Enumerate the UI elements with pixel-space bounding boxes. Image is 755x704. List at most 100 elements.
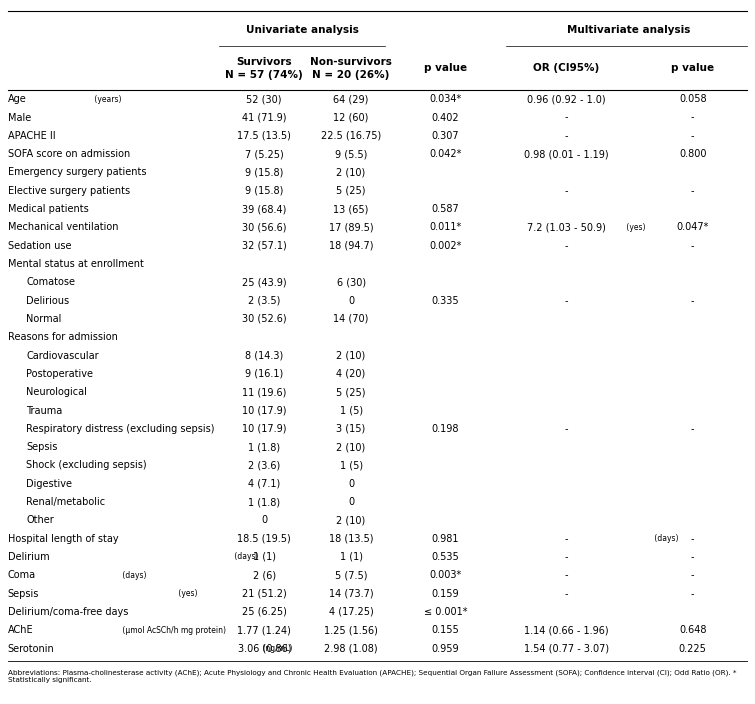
Text: 0.034*: 0.034*	[430, 94, 461, 104]
Text: 4 (17.25): 4 (17.25)	[328, 607, 374, 617]
Text: Medical patients: Medical patients	[8, 204, 88, 214]
Text: 1.54 (0.77 - 3.07): 1.54 (0.77 - 3.07)	[524, 643, 609, 653]
Text: Sepsis: Sepsis	[26, 442, 58, 452]
Text: 18 (13.5): 18 (13.5)	[329, 534, 373, 543]
Text: 0: 0	[348, 296, 354, 306]
Text: 1.14 (0.66 - 1.96): 1.14 (0.66 - 1.96)	[524, 625, 609, 635]
Text: -: -	[565, 534, 568, 543]
Text: 2 (3.6): 2 (3.6)	[248, 460, 280, 470]
Text: 14 (70): 14 (70)	[334, 314, 368, 324]
Text: 21 (51.2): 21 (51.2)	[242, 589, 287, 598]
Text: 25 (43.9): 25 (43.9)	[242, 277, 287, 287]
Text: 14 (73.7): 14 (73.7)	[328, 589, 374, 598]
Text: 10 (17.9): 10 (17.9)	[242, 424, 286, 434]
Text: SOFA score on admission: SOFA score on admission	[8, 149, 130, 159]
Text: Emergency surgery patients: Emergency surgery patients	[8, 168, 146, 177]
Text: 2 (10): 2 (10)	[337, 515, 365, 525]
Text: 7.2 (1.03 - 50.9): 7.2 (1.03 - 50.9)	[527, 222, 606, 232]
Text: 18.5 (19.5): 18.5 (19.5)	[237, 534, 291, 543]
Text: AChE: AChE	[8, 625, 33, 635]
Text: 7 (5.25): 7 (5.25)	[245, 149, 284, 159]
Text: 0.402: 0.402	[432, 113, 459, 122]
Text: Comatose: Comatose	[26, 277, 76, 287]
Text: 2 (10): 2 (10)	[337, 351, 365, 360]
Text: 0.800: 0.800	[679, 149, 707, 159]
Text: Renal/metabolic: Renal/metabolic	[26, 497, 106, 507]
Text: 5 (25): 5 (25)	[336, 387, 366, 397]
Text: 0.959: 0.959	[432, 643, 459, 653]
Text: APACHE II: APACHE II	[8, 131, 55, 141]
Text: 17.5 (13.5): 17.5 (13.5)	[237, 131, 291, 141]
Text: Coma: Coma	[8, 570, 35, 580]
Text: 1 (5): 1 (5)	[340, 460, 362, 470]
Text: Reasons for admission: Reasons for admission	[8, 332, 118, 342]
Text: 0.058: 0.058	[679, 94, 707, 104]
Text: 41 (71.9): 41 (71.9)	[242, 113, 286, 122]
Text: 1 (1): 1 (1)	[253, 552, 276, 562]
Text: -: -	[691, 552, 695, 562]
Text: 0.042*: 0.042*	[430, 149, 461, 159]
Text: 2 (10): 2 (10)	[337, 168, 365, 177]
Text: 25 (6.25): 25 (6.25)	[242, 607, 287, 617]
Text: Trauma: Trauma	[26, 406, 63, 415]
Text: 30 (56.6): 30 (56.6)	[242, 222, 286, 232]
Text: 0.335: 0.335	[432, 296, 459, 306]
Text: Male: Male	[8, 113, 31, 122]
Text: 8 (14.3): 8 (14.3)	[245, 351, 283, 360]
Text: 0.003*: 0.003*	[430, 570, 461, 580]
Text: 64 (29): 64 (29)	[334, 94, 368, 104]
Text: 9 (5.5): 9 (5.5)	[335, 149, 367, 159]
Text: 0.002*: 0.002*	[430, 241, 461, 251]
Text: 5 (7.5): 5 (7.5)	[334, 570, 368, 580]
Text: Sepsis: Sepsis	[8, 589, 39, 598]
Text: 0.981: 0.981	[432, 534, 459, 543]
Text: -: -	[691, 131, 695, 141]
Text: 32 (57.1): 32 (57.1)	[242, 241, 287, 251]
Text: Mental status at enrollment: Mental status at enrollment	[8, 259, 143, 269]
Text: (yes): (yes)	[624, 223, 646, 232]
Text: Abbreviations: Plasma-cholinesterase activity (AChE); Acute Physiology and Chron: Abbreviations: Plasma-cholinesterase act…	[8, 670, 736, 683]
Text: 1 (1): 1 (1)	[340, 552, 362, 562]
Text: 0.648: 0.648	[679, 625, 707, 635]
Text: (days): (days)	[232, 553, 258, 562]
Text: -: -	[565, 424, 568, 434]
Text: (ng/mL): (ng/mL)	[260, 644, 292, 653]
Text: 9 (15.8): 9 (15.8)	[245, 186, 283, 196]
Text: 30 (52.6): 30 (52.6)	[242, 314, 287, 324]
Text: (days): (days)	[119, 571, 146, 580]
Text: -: -	[691, 589, 695, 598]
Text: 0.225: 0.225	[679, 643, 707, 653]
Text: p value: p value	[424, 63, 467, 73]
Text: -: -	[565, 570, 568, 580]
Text: Age: Age	[8, 94, 26, 104]
Text: -: -	[691, 296, 695, 306]
Text: -: -	[565, 131, 568, 141]
Text: 2 (3.5): 2 (3.5)	[248, 296, 280, 306]
Text: 0: 0	[261, 515, 267, 525]
Text: Hospital length of stay: Hospital length of stay	[8, 534, 119, 543]
Text: -: -	[565, 552, 568, 562]
Text: 22.5 (16.75): 22.5 (16.75)	[321, 131, 381, 141]
Text: 0.535: 0.535	[432, 552, 459, 562]
Text: Digestive: Digestive	[26, 479, 72, 489]
Text: 2.98 (1.08): 2.98 (1.08)	[324, 643, 378, 653]
Text: 2 (10): 2 (10)	[337, 442, 365, 452]
Text: -: -	[565, 113, 568, 122]
Text: 1 (5): 1 (5)	[340, 406, 362, 415]
Text: Delirium: Delirium	[8, 552, 49, 562]
Text: 3.06 (0.86): 3.06 (0.86)	[238, 643, 291, 653]
Text: (µmol AcSCh/h mg protein): (µmol AcSCh/h mg protein)	[119, 626, 226, 635]
Text: Normal: Normal	[26, 314, 62, 324]
Text: 1.77 (1.24): 1.77 (1.24)	[237, 625, 291, 635]
Text: -: -	[691, 113, 695, 122]
Text: 0.159: 0.159	[432, 589, 459, 598]
Text: 0.587: 0.587	[432, 204, 459, 214]
Text: -: -	[565, 186, 568, 196]
Text: p value: p value	[671, 63, 714, 73]
Text: (years): (years)	[91, 95, 121, 103]
Text: 0.98 (0.01 - 1.19): 0.98 (0.01 - 1.19)	[524, 149, 609, 159]
Text: 13 (65): 13 (65)	[334, 204, 368, 214]
Text: Survivors: Survivors	[236, 57, 292, 67]
Text: 0.155: 0.155	[432, 625, 459, 635]
Text: OR (CI95%): OR (CI95%)	[533, 63, 599, 73]
